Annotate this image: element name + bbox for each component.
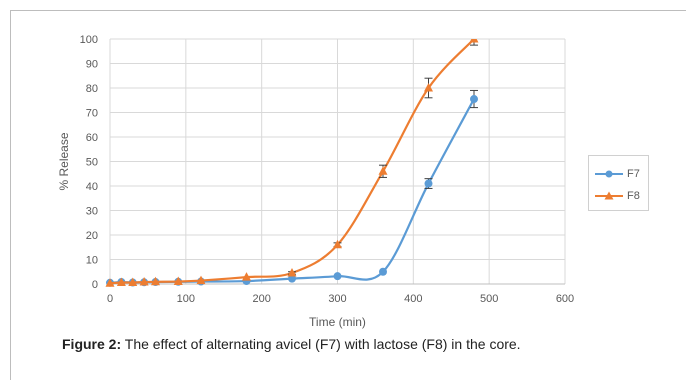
line-chart: 0 10 20 30 40 50 60 70 80 90 100 0 100 200 300 400 500 6… <box>57 34 574 329</box>
data-point-f8 <box>469 39 479 43</box>
x-tick-label: 600 <box>556 293 574 305</box>
caption-label: Figure 2: <box>62 336 122 352</box>
y-tick-label: 10 <box>86 255 98 267</box>
y-tick-label: 80 <box>86 83 98 95</box>
data-point-f7 <box>333 272 342 281</box>
gridlines <box>110 38 566 284</box>
x-axis-title: Time (min) <box>309 315 366 329</box>
y-tick-label: 60 <box>86 132 98 144</box>
y-tick-labels: 0 10 20 30 40 50 60 70 80 90 100 <box>80 34 98 291</box>
axes <box>109 39 565 285</box>
y-axis-title: % Release <box>57 132 71 190</box>
series-f7 <box>106 89 478 287</box>
y-tick-label: 40 <box>86 181 98 193</box>
y-tick-label: 50 <box>86 157 98 169</box>
series-layer <box>105 39 479 287</box>
x-tick-label: 300 <box>328 293 346 305</box>
data-point-f8 <box>196 275 206 285</box>
data-point-f8 <box>116 277 126 287</box>
caption-text: The effect of alternating avicel (F7) wi… <box>121 336 521 352</box>
x-tick-label: 400 <box>404 293 422 305</box>
y-tick-label: 30 <box>86 206 98 218</box>
data-point-f8 <box>333 239 342 249</box>
legend: F7 F8 <box>588 155 649 211</box>
data-point-f8 <box>378 166 388 175</box>
data-point-f7 <box>470 95 478 104</box>
data-point-f7 <box>288 274 296 283</box>
series-line-f7 <box>109 98 475 284</box>
data-point-f7 <box>424 179 433 188</box>
data-point-f8 <box>105 278 115 287</box>
data-point-f8 <box>173 276 183 286</box>
legend-label-f8: F8 <box>627 190 640 202</box>
legend-swatch-f8 <box>595 191 623 200</box>
data-point-f8 <box>242 272 251 281</box>
series-f8 <box>105 39 479 287</box>
legend-swatch-f7 <box>595 170 623 178</box>
figure-caption: Figure 2: The effect of alternating avic… <box>62 336 672 352</box>
figure-frame <box>10 10 686 380</box>
x-tick-label: 200 <box>252 293 270 305</box>
x-tick-label: 0 <box>107 293 113 305</box>
y-tick-label: 20 <box>86 230 98 242</box>
data-point-f8 <box>128 277 138 287</box>
x-tick-labels: 0 100 200 300 400 500 600 <box>107 293 574 305</box>
data-point-f8 <box>139 277 149 286</box>
data-point-f7 <box>379 267 387 276</box>
x-tick-label: 500 <box>480 293 498 305</box>
y-tick-label: 100 <box>80 34 98 46</box>
y-tick-label: 90 <box>86 59 98 71</box>
legend-label-f7: F7 <box>627 168 640 180</box>
data-point-f8 <box>151 276 160 286</box>
y-tick-label: 0 <box>92 279 98 291</box>
data-point-f8 <box>424 83 433 92</box>
data-point-f8 <box>287 267 297 277</box>
x-tick-label: 100 <box>177 293 195 305</box>
y-tick-label: 70 <box>86 108 98 120</box>
